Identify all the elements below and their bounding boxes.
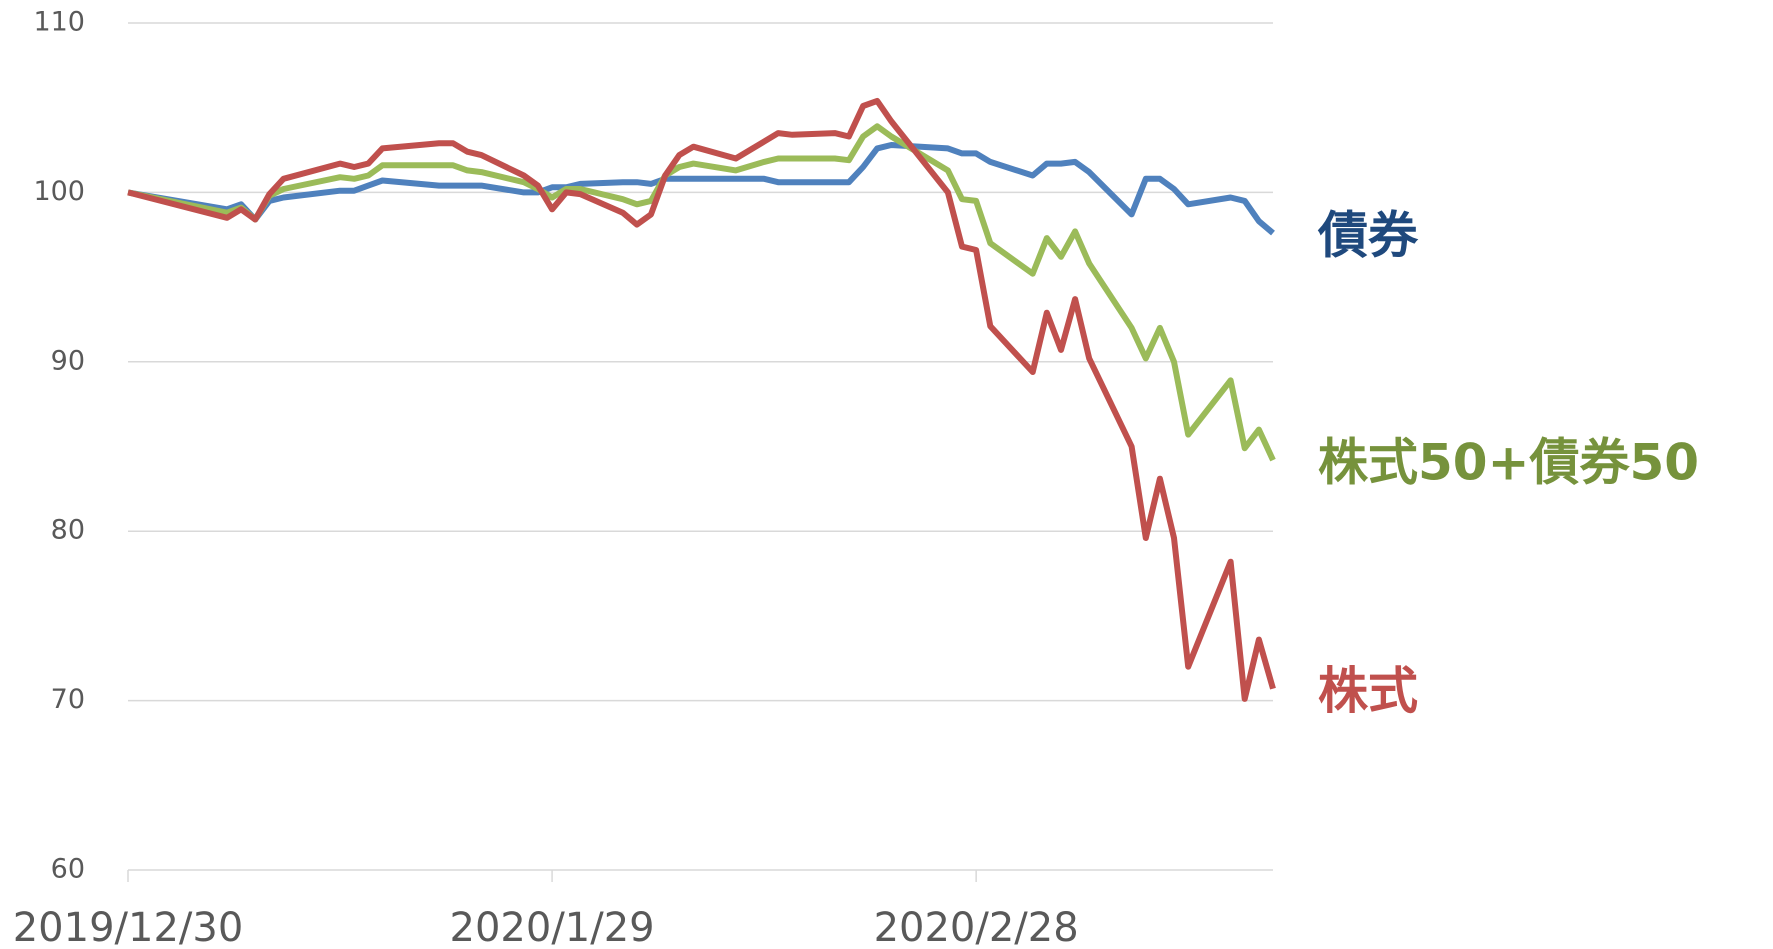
y-tick-label: 90 (51, 345, 85, 376)
series-line (127, 97, 1276, 702)
series-line (127, 142, 1275, 236)
series-label: 株式 (1318, 662, 1418, 720)
y-tick-label: 60 (51, 854, 85, 885)
y-tick-label: 80 (51, 515, 85, 546)
x-tick-label: 2019/12/30 (13, 905, 244, 949)
y-tick-label: 70 (51, 684, 85, 715)
series-label: 株式50+債券50 (1318, 434, 1699, 492)
x-tick-label: 2020/1/29 (450, 905, 655, 949)
x-tick-label: 2020/2/28 (874, 905, 1079, 949)
y-tick-label: 110 (33, 7, 85, 38)
y-tick-label: 100 (33, 176, 85, 207)
series-label: 債券 (1317, 207, 1419, 265)
series-line (127, 123, 1276, 462)
